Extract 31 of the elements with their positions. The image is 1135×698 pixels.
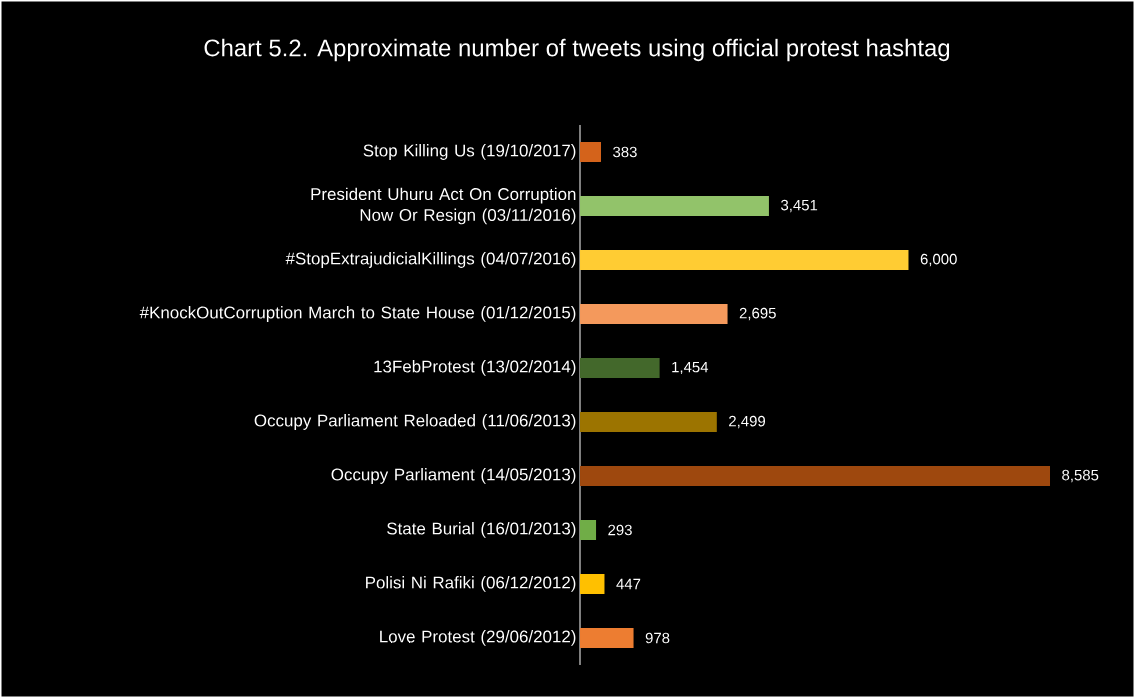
- y-tick-label: Occupy Parliament (14/05/2013): [331, 468, 576, 484]
- data-label: 3,451: [781, 199, 818, 213]
- data-label: 293: [608, 524, 632, 536]
- data-label: 2,695: [739, 307, 776, 321]
- bar: [580, 411, 717, 432]
- y-tick-label: Polisi Ni Rafiki (06/12/2012): [366, 576, 576, 592]
- data-label: 978: [645, 632, 670, 644]
- y-tick-label: Love Protest (29/06/2012): [380, 630, 576, 646]
- bar: [580, 573, 605, 594]
- y-tick-label: #StopExtrajudicialKillings (04/07/2016): [285, 252, 576, 268]
- data-label: 8,585: [1062, 469, 1099, 483]
- data-label: 2,499: [729, 415, 766, 429]
- bar: [580, 141, 601, 162]
- bar: [580, 303, 728, 324]
- y-tick-label: 13FebProtest (13/02/2014): [374, 360, 576, 376]
- bar: [580, 249, 909, 270]
- bar: [580, 627, 634, 648]
- y-tick-label: President Uhuru Act On Corruption Now Or Resign (03/11/2016): [311, 187, 576, 225]
- data-label: 1,454: [672, 361, 709, 375]
- bar: [580, 519, 597, 540]
- y-tick-label: #KnockOutCorruption March to State House (01/12/2015): [139, 306, 576, 322]
- bar: [580, 195, 769, 216]
- data-label: 6,000: [920, 253, 957, 267]
- chart-title: Chart 5.2. Approximate number of tweets using official protest hashtag: [204, 38, 950, 62]
- bar: [580, 357, 660, 378]
- y-tick-label: State Burial (16/01/2013): [387, 522, 576, 538]
- y-tick-label: Stop Killing Us (19/10/2017): [363, 144, 576, 160]
- y-tick-label: Occupy Parliament Reloaded (11/06/2013): [254, 414, 576, 430]
- data-label: 447: [616, 578, 641, 590]
- bar: [580, 465, 1051, 486]
- data-label: 383: [613, 146, 637, 158]
